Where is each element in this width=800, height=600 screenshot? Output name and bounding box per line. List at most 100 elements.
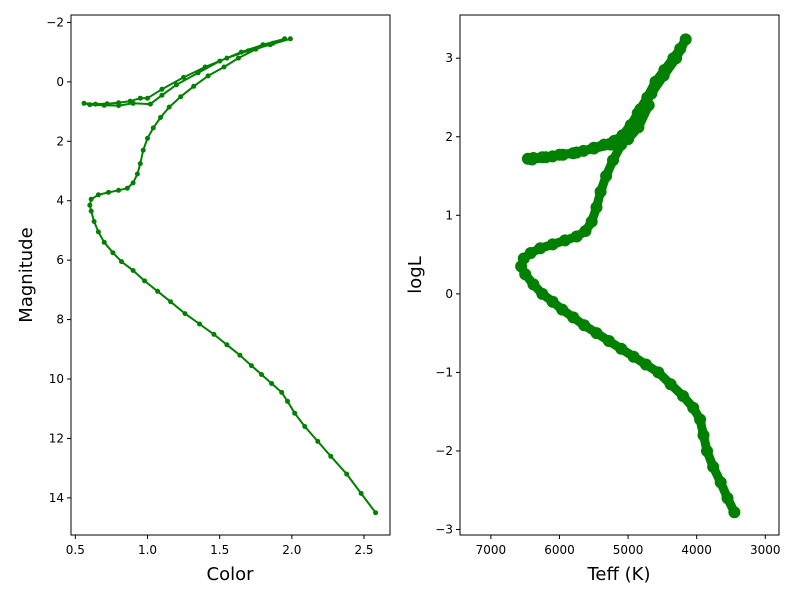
data-point bbox=[224, 342, 230, 348]
data-point bbox=[328, 453, 334, 459]
data-point bbox=[728, 506, 741, 519]
y-tick-label: 1 bbox=[445, 208, 453, 222]
data-point bbox=[615, 342, 628, 355]
data-point bbox=[134, 171, 140, 177]
y-tick-label: 3 bbox=[445, 51, 453, 65]
data-point bbox=[674, 42, 687, 55]
x-tick-label: 0.5 bbox=[66, 543, 85, 557]
data-point bbox=[652, 366, 665, 379]
data-point bbox=[697, 429, 710, 442]
data-point bbox=[578, 319, 591, 332]
data-point bbox=[282, 36, 288, 42]
data-point bbox=[130, 268, 136, 273]
data-point bbox=[594, 185, 607, 198]
data-point bbox=[145, 95, 150, 101]
plot-frame bbox=[459, 14, 780, 536]
y-tick-label: 14 bbox=[49, 491, 64, 505]
data-point bbox=[95, 229, 101, 235]
color-magnitude-panel: 0.5 1.0 1.5 2.0 2.5 −2 0 2 4 6 8 10 12 14 Color Magn… bbox=[16, 14, 391, 585]
y-axis-label: Magnitude bbox=[16, 227, 37, 322]
y-tick-label: −2 bbox=[435, 444, 453, 458]
data-point bbox=[211, 331, 217, 337]
plot-frame bbox=[70, 14, 391, 536]
data-point bbox=[649, 75, 662, 88]
data-point bbox=[657, 69, 670, 82]
data-point bbox=[707, 460, 720, 473]
data-point bbox=[553, 148, 566, 161]
data-point bbox=[607, 154, 619, 167]
data-point bbox=[546, 295, 559, 308]
data-point bbox=[570, 146, 583, 159]
y-ticks: −3 −2 −1 0 1 2 3 bbox=[435, 51, 460, 537]
y-tick-label: 2 bbox=[56, 134, 64, 148]
data-point bbox=[534, 242, 547, 255]
data-point bbox=[632, 121, 645, 134]
data-point bbox=[590, 327, 603, 340]
data-point bbox=[527, 278, 540, 291]
data-point bbox=[253, 46, 259, 52]
y-tick-label: 4 bbox=[56, 194, 64, 208]
y-tick-label: 10 bbox=[49, 372, 64, 386]
data-point bbox=[579, 225, 592, 237]
data-point bbox=[237, 352, 243, 358]
data-point bbox=[670, 52, 683, 65]
data-point bbox=[158, 115, 163, 120]
x-tick-label: 1.5 bbox=[210, 543, 229, 557]
data-point bbox=[600, 170, 613, 182]
data-point bbox=[205, 73, 211, 79]
data-point bbox=[259, 372, 264, 377]
data-point bbox=[106, 189, 111, 195]
data-point bbox=[645, 87, 658, 100]
data-point bbox=[178, 94, 184, 100]
data-point bbox=[302, 424, 308, 429]
data-point bbox=[287, 36, 293, 42]
data-point bbox=[701, 445, 713, 457]
data-point bbox=[168, 299, 174, 305]
data-point bbox=[587, 142, 600, 155]
data-point bbox=[159, 92, 165, 98]
data-point bbox=[556, 303, 569, 316]
data-point bbox=[373, 510, 379, 516]
y-tick-label: −2 bbox=[46, 15, 64, 29]
y-tick-label: 6 bbox=[56, 253, 64, 267]
data-point bbox=[202, 64, 208, 70]
data-point bbox=[88, 196, 94, 202]
data-point bbox=[694, 413, 707, 426]
data-point bbox=[292, 410, 298, 416]
data-point bbox=[639, 358, 652, 371]
data-point bbox=[173, 82, 179, 88]
y-tick-label: 0 bbox=[56, 75, 64, 89]
data-point bbox=[159, 86, 165, 92]
data-point bbox=[155, 288, 161, 294]
hr-diagram-panel: 7000 6000 5000 4000 3000 −3 −2 −1 0 1 2 3 Teff (K)… bbox=[405, 14, 781, 585]
data-point bbox=[221, 64, 227, 70]
data-point bbox=[81, 100, 87, 106]
data-point bbox=[119, 259, 124, 265]
x-axis-label: Teff (K) bbox=[587, 564, 651, 585]
data-point bbox=[524, 247, 537, 259]
data-point bbox=[87, 102, 93, 108]
y-ticks: −2 0 2 4 6 8 10 12 14 bbox=[46, 15, 71, 505]
data-point bbox=[150, 125, 156, 131]
x-tick-label: 2.5 bbox=[354, 543, 373, 557]
data-point bbox=[145, 135, 150, 141]
data-point bbox=[191, 83, 197, 89]
data-point bbox=[526, 153, 538, 166]
x-tick-label: 2.0 bbox=[282, 543, 301, 557]
data-point bbox=[590, 201, 603, 214]
data-point bbox=[546, 238, 559, 251]
data-point bbox=[181, 74, 187, 80]
x-tick-label: 6000 bbox=[544, 543, 575, 557]
data-point bbox=[536, 287, 549, 300]
data-point bbox=[124, 185, 130, 191]
x-tick-label: 4000 bbox=[681, 543, 712, 557]
data-point bbox=[116, 187, 122, 193]
data-point bbox=[677, 390, 689, 402]
data-point bbox=[130, 180, 136, 186]
data-point bbox=[137, 95, 143, 101]
data-point bbox=[627, 350, 640, 363]
data-points bbox=[515, 33, 741, 519]
data-point bbox=[358, 490, 364, 496]
data-point bbox=[279, 389, 285, 395]
